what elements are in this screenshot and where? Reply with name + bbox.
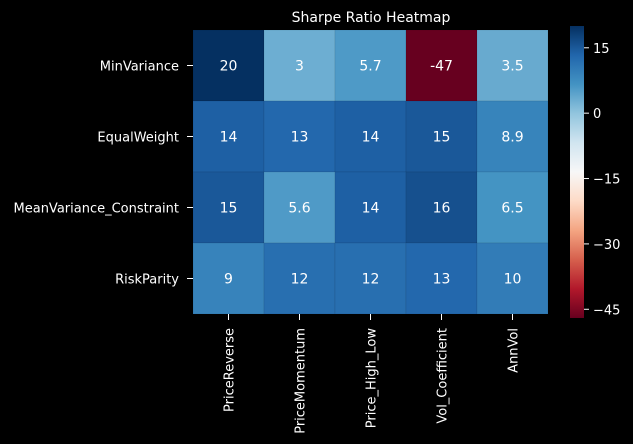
column-label: PriceReverse	[223, 328, 238, 412]
cell-value-label: 3.5	[501, 59, 523, 75]
heatmap-cell	[334, 171, 407, 244]
heatmap-cell	[192, 29, 265, 102]
colorbar-tick-label: −30	[593, 238, 620, 253]
row-label: EqualWeight	[97, 131, 179, 146]
cell-value-label: 14	[362, 201, 380, 217]
cell-value-label: 15	[433, 130, 451, 146]
chart-title: Sharpe Ratio Heatmap	[292, 10, 451, 26]
cell-value-label: 16	[433, 201, 451, 217]
heatmap-cell	[405, 29, 478, 102]
cell-value-label: 14	[220, 130, 238, 146]
heatmap-cell	[334, 29, 407, 102]
cell-value-label: 6.5	[501, 201, 523, 217]
cell-value-label: 3	[295, 59, 304, 75]
heatmap-cell	[192, 100, 265, 173]
row-label: RiskParity	[115, 273, 179, 288]
colorbar-tick-label: 15	[593, 42, 610, 57]
heatmap-cell	[263, 171, 336, 244]
heatmap-cell	[263, 242, 336, 315]
column-labels: PriceReverse PriceMomentum Price_High_Low V…	[223, 314, 522, 434]
column-label: AnnVol	[507, 328, 522, 373]
heatmap-cells: 20 3 5.7 -47 3.5 14 13 14 15 8.9 15 5.6 14 16 6.5 9 12 12…	[192, 29, 549, 315]
heatmap-cell	[263, 29, 336, 102]
cell-value-label: 12	[291, 272, 309, 288]
cell-value-label: -47	[430, 59, 453, 75]
cell-value-label: 12	[362, 272, 380, 288]
colorbar: 15 0 −15 −30 −45	[570, 26, 620, 318]
column-label: PriceMomentum	[294, 328, 309, 434]
cell-value-label: 13	[291, 130, 309, 146]
row-label: MeanVariance_Constraint	[14, 202, 179, 217]
heatmap-cell	[334, 100, 407, 173]
cell-value-label: 10	[504, 272, 522, 288]
column-label: Vol_Coefficient	[436, 328, 451, 424]
cell-value-label: 5.7	[359, 59, 381, 75]
colorbar-gradient	[570, 26, 584, 318]
cell-value-label: 14	[362, 130, 380, 146]
cell-value-label: 5.6	[288, 201, 310, 217]
column-label: Price_High_Low	[365, 328, 380, 429]
cell-value-label: 8.9	[501, 130, 523, 146]
heatmap-cell	[334, 242, 407, 315]
cell-value-label: 20	[220, 59, 238, 75]
colorbar-tick-label: −45	[593, 303, 620, 318]
heatmap-cell	[476, 242, 549, 315]
heatmap-cell	[476, 29, 549, 102]
cell-value-label: 9	[224, 272, 233, 288]
colorbar-tick-label: 0	[593, 107, 601, 122]
heatmap-cell	[405, 242, 478, 315]
colorbar-tick-label: −15	[593, 173, 620, 188]
row-label: MinVariance	[100, 60, 179, 75]
row-labels: MinVariance EqualWeight MeanVariance_Const…	[14, 60, 193, 288]
heatmap-cell	[476, 100, 549, 173]
heatmap-cell	[405, 171, 478, 244]
heatmap-cell	[476, 171, 549, 244]
cell-value-label: 13	[433, 272, 451, 288]
cell-value-label: 15	[220, 201, 238, 217]
